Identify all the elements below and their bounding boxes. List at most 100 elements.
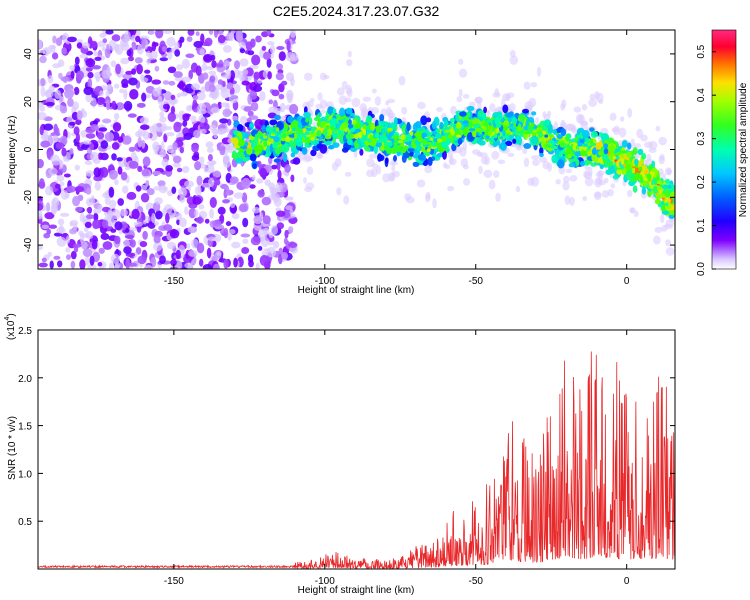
spectrogram-cell — [630, 138, 635, 149]
spectrogram-cell — [417, 153, 426, 161]
spectrogram-cell — [52, 135, 59, 143]
spectrogram-cell — [80, 241, 88, 250]
spectrogram-cell — [115, 63, 121, 75]
spectrogram-cell — [49, 260, 54, 269]
spectrogram-cell — [547, 162, 552, 172]
spectrogram-cell — [340, 124, 345, 131]
spectrogram-cell — [75, 206, 83, 212]
spectrogram-cell — [177, 82, 186, 88]
spectrogram-cell — [374, 133, 379, 138]
spectrogram-cell — [142, 131, 151, 140]
spectrogram-cell — [482, 112, 487, 123]
spectrogram-cell — [75, 119, 82, 125]
spectrogram-cell — [54, 89, 62, 99]
spectrogram-cell — [91, 65, 101, 70]
spectrogram-cell — [256, 78, 263, 84]
spectrogram-cell — [346, 59, 353, 67]
spectrogram-cell — [472, 130, 477, 138]
spectrogram-cell — [271, 164, 278, 170]
spectrogram-cell — [85, 93, 93, 103]
spectrogram-cell — [76, 39, 83, 44]
spectrogram-cell — [491, 150, 500, 160]
spectrogram-y-label: Frequency (Hz) — [7, 116, 18, 185]
spectrogram-cell — [161, 46, 167, 53]
spectrogram-cell — [311, 126, 317, 131]
spectrogram-cell — [626, 151, 632, 158]
spectrogram-cell — [543, 121, 550, 126]
spectrogram-cell — [129, 89, 139, 100]
spectrogram-cell — [560, 119, 566, 128]
spectrogram-cell — [531, 111, 537, 116]
spectrogram-cell — [60, 105, 68, 114]
spectrogram-cell — [167, 66, 177, 74]
spectrogram-cell — [284, 196, 294, 201]
spectrogram-cell — [243, 106, 252, 112]
spectrogram-cell — [253, 71, 260, 80]
spectrogram-cell — [99, 33, 106, 38]
spectrogram-cell — [316, 121, 321, 127]
spectrogram-cell — [124, 234, 135, 239]
spectrogram-cell — [84, 255, 90, 266]
spectrogram-cell — [179, 91, 188, 97]
spectrogram-cell — [101, 219, 109, 229]
spectrogram-cell — [594, 192, 602, 198]
spectrogram-cell — [598, 174, 604, 182]
spectrogram-cell — [94, 181, 101, 191]
spectrogram-cell — [128, 77, 138, 86]
spectrogram-cell — [41, 224, 50, 229]
spectrogram-cell — [66, 254, 71, 260]
spectrogram-cell — [65, 235, 71, 244]
spectrogram-cell — [60, 76, 70, 82]
spectrogram-cell — [523, 143, 532, 149]
spectrogram-cell — [192, 196, 202, 205]
spectrogram-cell — [608, 143, 616, 153]
spectrogram-cell — [86, 207, 93, 213]
spectrogram-cell — [478, 140, 486, 146]
spectrogram-cell — [551, 154, 558, 164]
spectrogram-cell — [141, 38, 146, 49]
spectrogram-cell — [48, 167, 58, 176]
spectrogram-cell — [315, 103, 323, 110]
spectrogram-cell — [442, 150, 447, 160]
spectrogram-y-tick-label: 40 — [23, 48, 34, 60]
spectrogram-cell — [351, 97, 361, 108]
spectrogram-cell — [106, 83, 112, 90]
spectrogram-cell — [144, 69, 151, 74]
snr-series-line — [38, 351, 675, 569]
spectrogram-cell — [502, 130, 506, 137]
spectrogram-cell — [217, 79, 223, 85]
spectrogram-cell — [270, 225, 278, 235]
spectrogram-cell — [83, 227, 89, 232]
spectrogram-cell — [182, 120, 188, 127]
spectrogram-cell — [216, 145, 226, 152]
spectrogram-cell — [417, 136, 423, 143]
spectrogram-cell — [90, 124, 99, 131]
spectrogram-cell — [249, 123, 255, 128]
colorbar-tick-label: 0.3 — [696, 131, 707, 145]
spectrogram-cell — [215, 63, 224, 68]
spectrogram-cell — [115, 102, 125, 111]
spectrogram-cell — [517, 126, 522, 132]
spectrogram-cell — [435, 128, 440, 134]
snr-y-tick-label: 2.0 — [18, 374, 32, 385]
spectrogram-cell — [285, 240, 290, 249]
spectrogram-cell — [303, 106, 308, 114]
spectrogram-cell — [589, 127, 595, 132]
spectrogram-cell — [179, 146, 184, 154]
spectrogram-cell — [496, 111, 503, 119]
spectrogram-cell — [133, 221, 143, 227]
spectrogram-cell — [653, 235, 661, 245]
spectrogram-cell — [228, 93, 239, 104]
spectrogram-cell — [449, 122, 455, 127]
spectrogram-cell — [638, 167, 643, 171]
spectrogram-cell — [289, 30, 296, 38]
spectrogram-cell — [591, 142, 596, 147]
spectrogram-cell — [70, 250, 77, 260]
spectrogram-y-tick-label: 0 — [23, 146, 34, 152]
spectrogram-cell — [231, 241, 241, 249]
spectrogram-cell — [211, 60, 217, 68]
snr-x-ticks: -150 -100 -50 0 — [164, 330, 630, 587]
spectrogram-cell — [59, 212, 70, 217]
spectrogram-cell — [213, 30, 219, 38]
spectrogram-cell — [74, 164, 81, 171]
